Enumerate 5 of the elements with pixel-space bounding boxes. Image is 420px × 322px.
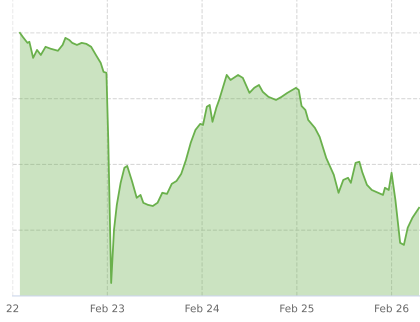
x-tick-label: 22 [6, 304, 18, 312]
x-tick-label: Feb 26 [375, 304, 408, 312]
x-tick-label: Feb 23 [90, 304, 124, 312]
x-tick-label: Feb 24 [186, 304, 220, 312]
x-tick-label: Feb 25 [280, 304, 314, 312]
